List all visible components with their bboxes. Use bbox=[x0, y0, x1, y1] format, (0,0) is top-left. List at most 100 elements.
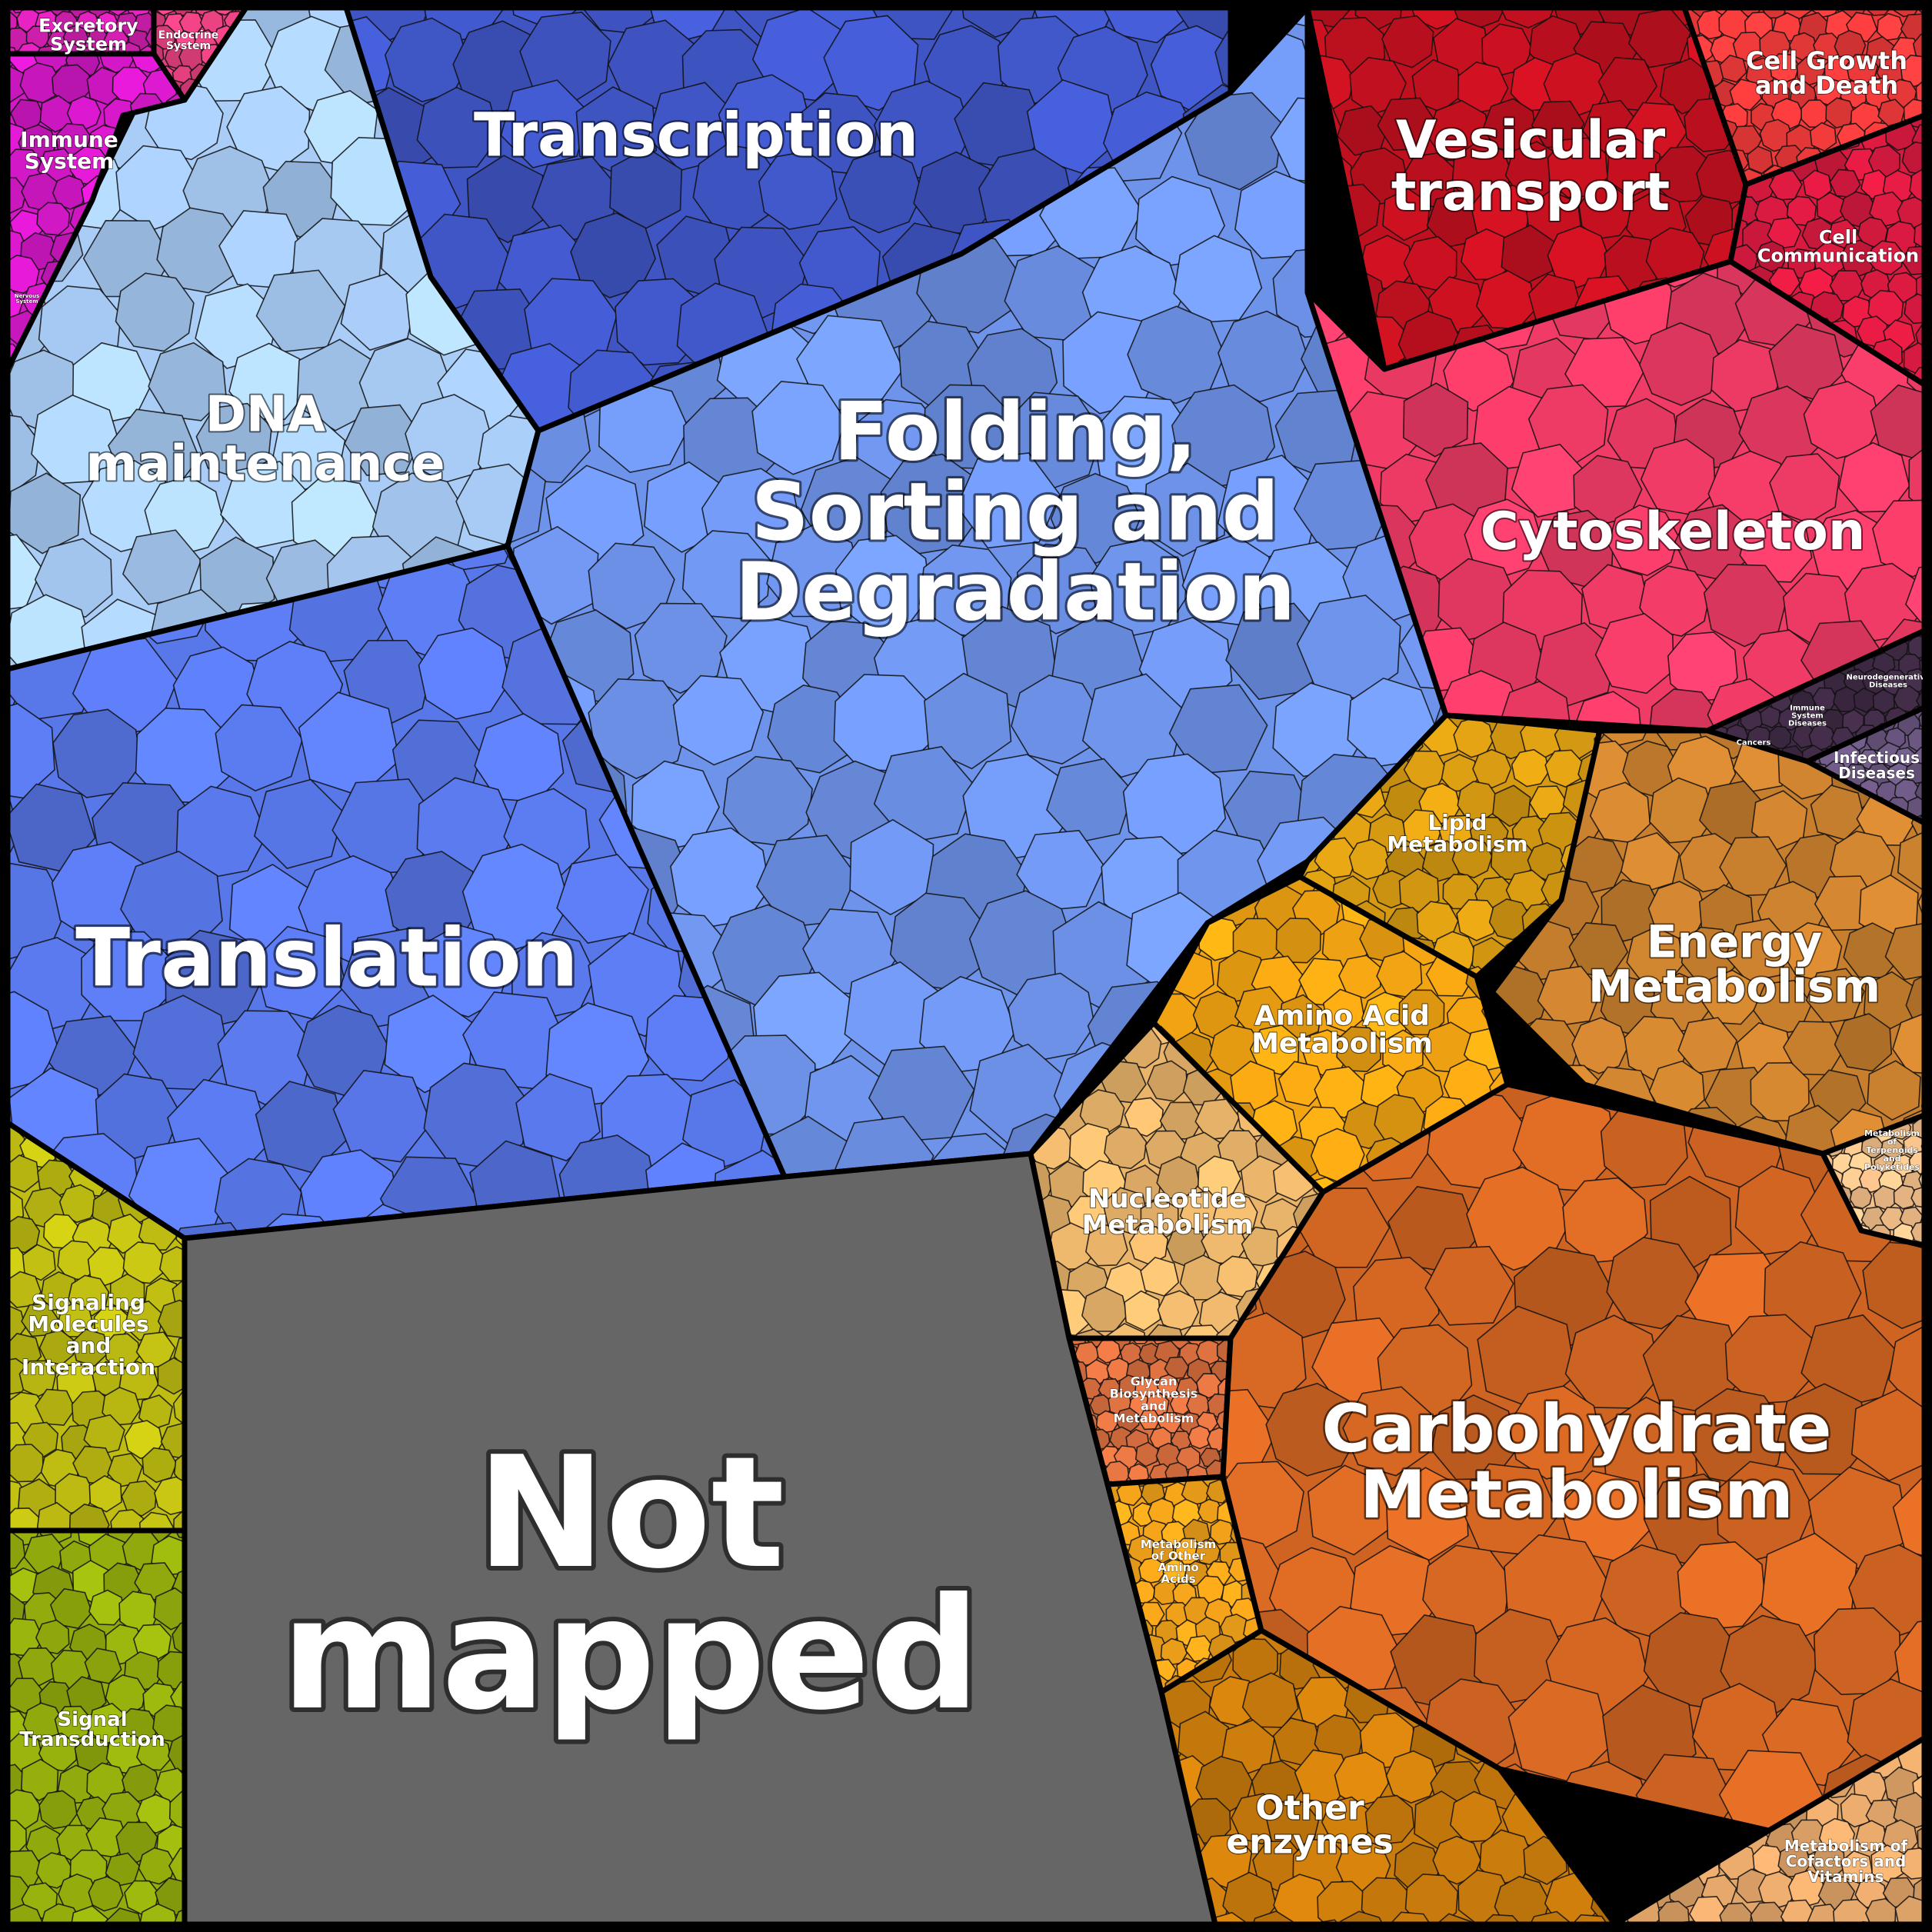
label-line: Lipid bbox=[1427, 810, 1487, 835]
cell bbox=[1217, 310, 1310, 403]
label-line: Endocrine bbox=[158, 29, 219, 42]
cell bbox=[1834, 1013, 1893, 1072]
cell bbox=[1124, 1290, 1161, 1331]
cell bbox=[1124, 1097, 1164, 1138]
cell bbox=[1757, 1870, 1797, 1910]
cell bbox=[122, 1763, 161, 1802]
cell bbox=[1750, 1061, 1810, 1122]
label-terpenoids: Metabolism of Terpenoids and Polyketides bbox=[1864, 1128, 1920, 1172]
cell bbox=[156, 1651, 185, 1690]
cell bbox=[69, 1905, 108, 1924]
label-other-aa: Metabolism of Other Amino Acids bbox=[1141, 1537, 1216, 1586]
cell bbox=[1892, 1474, 1924, 1564]
cell bbox=[1855, 1820, 1887, 1851]
cell bbox=[556, 854, 649, 944]
cell bbox=[1917, 1821, 1924, 1856]
cell bbox=[1275, 918, 1321, 964]
cell bbox=[1901, 141, 1924, 175]
cell bbox=[1849, 1186, 1873, 1210]
cell bbox=[1654, 145, 1712, 203]
cell bbox=[1850, 1388, 1924, 1482]
cell bbox=[1188, 1424, 1212, 1450]
label-line: and bbox=[1141, 1399, 1167, 1414]
cell bbox=[1910, 1186, 1924, 1208]
cell bbox=[1825, 97, 1856, 128]
cell bbox=[1169, 1392, 1192, 1416]
label-line: of bbox=[1887, 1137, 1897, 1147]
cell bbox=[1910, 366, 1924, 385]
cell bbox=[1547, 225, 1611, 288]
label-immune-diseases: Immune System Diseases bbox=[1788, 705, 1827, 728]
label-line: Metabolism bbox=[1864, 1128, 1920, 1138]
cell bbox=[1359, 1712, 1416, 1769]
cell bbox=[1786, 195, 1817, 226]
label-cancers: Cancers bbox=[1737, 739, 1771, 748]
cell bbox=[21, 1302, 59, 1337]
label-translation: Translation bbox=[75, 911, 578, 1004]
cell bbox=[8, 177, 28, 215]
cell bbox=[1398, 868, 1440, 914]
cell bbox=[167, 1733, 185, 1774]
cell bbox=[1716, 1461, 1814, 1561]
cell bbox=[924, 672, 1012, 770]
cell bbox=[88, 1474, 122, 1513]
cell bbox=[8, 1189, 25, 1228]
label-line: Metabolism bbox=[1251, 1028, 1433, 1060]
cell bbox=[105, 1907, 144, 1924]
label-line: Metabolism bbox=[1387, 831, 1527, 857]
label-line: and bbox=[66, 1333, 112, 1358]
cell bbox=[154, 25, 176, 50]
cell bbox=[228, 342, 308, 421]
label-cell-communication: Cell Communication bbox=[1757, 226, 1919, 266]
cell bbox=[38, 1732, 78, 1772]
label-line: System bbox=[15, 298, 38, 305]
label-line: Cancers bbox=[1737, 739, 1771, 748]
cell bbox=[873, 745, 976, 844]
cell bbox=[8, 1531, 26, 1571]
cell bbox=[1594, 613, 1674, 695]
cell bbox=[1026, 78, 1118, 175]
cell bbox=[1338, 954, 1382, 999]
label-line: Immune bbox=[1790, 705, 1825, 713]
cell bbox=[1578, 185, 1633, 240]
label-line: Degradation bbox=[735, 545, 1295, 638]
label-line: Polyketides bbox=[1864, 1162, 1920, 1172]
label-line: Transcription bbox=[474, 101, 918, 170]
cell bbox=[1181, 534, 1274, 626]
cell bbox=[159, 1221, 261, 1238]
cell bbox=[1872, 688, 1896, 715]
cell bbox=[22, 1244, 56, 1281]
cell bbox=[21, 1758, 59, 1802]
cell bbox=[1867, 1060, 1921, 1121]
cell bbox=[8, 1789, 42, 1830]
cell bbox=[1164, 1356, 1190, 1380]
cell bbox=[767, 685, 857, 774]
cell bbox=[1195, 1373, 1222, 1399]
label-cytoskeleton: Cytoskeleton bbox=[1481, 501, 1866, 562]
cell bbox=[1647, 881, 1707, 941]
cell bbox=[1918, 1166, 1924, 1194]
label-energy: Energy Metabolism bbox=[1588, 915, 1880, 1012]
cell bbox=[1385, 1750, 1439, 1804]
cell bbox=[418, 627, 511, 720]
label-line: System bbox=[25, 148, 115, 174]
cell bbox=[1701, 969, 1758, 1025]
label-line: Molecules bbox=[28, 1311, 148, 1337]
cell bbox=[8, 1444, 44, 1483]
label-line: Signal bbox=[57, 1708, 127, 1731]
cell bbox=[1657, 1900, 1690, 1924]
label-line: Other bbox=[1255, 1788, 1364, 1827]
label-vesicular: Vesicular transport bbox=[1391, 110, 1670, 223]
label-infectious: Infectious Diseases bbox=[1834, 748, 1920, 782]
label-line: Vesicular bbox=[1396, 110, 1666, 171]
cell bbox=[1769, 453, 1840, 524]
label-line: Cell Growth bbox=[1746, 46, 1907, 75]
label-line: of Other bbox=[1151, 1549, 1206, 1563]
cell bbox=[405, 394, 495, 484]
cell bbox=[1141, 1480, 1166, 1505]
cell bbox=[152, 1704, 185, 1743]
cell bbox=[519, 12, 611, 104]
cell bbox=[1912, 33, 1924, 62]
label-line: Vitamins bbox=[1808, 1867, 1884, 1886]
